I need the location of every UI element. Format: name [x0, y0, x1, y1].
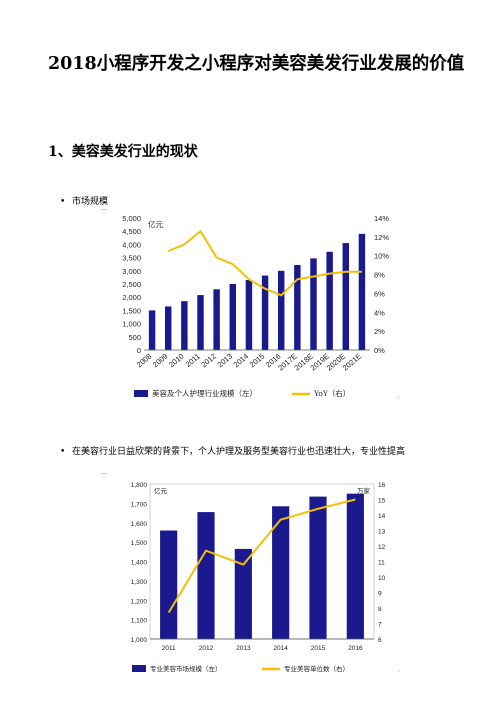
category-tick-label: 2014	[232, 352, 251, 370]
bullet-text: 市场规模	[72, 197, 109, 207]
legend-label: 专业美容单位数（右）	[284, 664, 349, 673]
left-tick-label: 5,000	[122, 214, 141, 223]
edit-mark: —	[101, 470, 107, 477]
left-tick-label: 1,100	[131, 618, 148, 625]
category-tick-label: 2016	[348, 645, 363, 652]
section-heading: 1、美容美发行业的现状	[48, 144, 198, 160]
bar-mark	[309, 496, 327, 639]
legend-bar-swatch	[132, 665, 146, 672]
right-tick-label: 15	[378, 498, 386, 505]
bar-mark	[272, 506, 290, 639]
bar-mark	[197, 512, 215, 639]
category-tick-label: 2015	[311, 645, 326, 652]
category-tick-label: 2012	[199, 352, 218, 370]
category-tick-label: 2010	[167, 352, 186, 370]
right-tick-label: 8	[378, 606, 382, 613]
right-tick-label: 14%	[374, 214, 389, 223]
bar-mark	[164, 306, 172, 350]
category-tick-label: 2011	[184, 352, 202, 369]
edit-mark: —	[101, 206, 107, 213]
bar-mark	[261, 275, 269, 350]
right-tick-label: 13	[378, 529, 386, 536]
right-tick-label: 12%	[374, 233, 389, 242]
bar-mark	[346, 493, 364, 639]
right-tick-label: 11	[378, 560, 385, 567]
left-tick-label: 1,000	[122, 320, 141, 329]
right-tick-label: 10	[378, 575, 386, 582]
category-tick-label: 2013	[236, 645, 251, 652]
plot-frame	[149, 483, 375, 640]
category-tick-label: 2013	[216, 352, 235, 370]
document-title: 2018小程序开发之小程序对美容美发行业发展的价值	[48, 54, 465, 74]
bar-mark	[294, 264, 301, 350]
bullet-text: 在美容行业日益欣荣的背景下，个人护理及服务型美容行业也迅速壮大，专业性提高	[72, 447, 406, 457]
legend-label: YoY（右）	[313, 388, 350, 398]
category-tick-label: 2012	[199, 645, 214, 652]
right-tick-label: 9	[378, 591, 382, 598]
left-tick-label: 500	[128, 333, 141, 342]
right-tick-label: 12	[378, 544, 386, 551]
category-tick-label: 2011	[162, 645, 176, 652]
line-series	[167, 498, 356, 614]
right-tick-label: 10%	[374, 252, 389, 261]
bar-mark	[197, 295, 204, 350]
market-size-chart: 0 500 1,000 1,500 2,000 2,500 3,000 3,500 4,000 4…	[112, 210, 408, 402]
left-tick-label: 3,000	[122, 267, 141, 276]
right-tick-label: 6%	[374, 289, 385, 298]
bar-mark	[277, 270, 285, 350]
line-series	[167, 230, 362, 297]
left-tick-label: 1,400	[131, 560, 148, 567]
edit-mark: '	[398, 670, 400, 677]
left-tick-label: 2,500	[122, 280, 141, 289]
left-tick-label: 1,000	[131, 637, 148, 644]
bar-mark	[358, 233, 366, 350]
right-tick-label: 2%	[374, 327, 385, 336]
bar-mark	[326, 251, 333, 350]
left-tick-label: 1,800	[131, 482, 148, 489]
bar-mark	[234, 548, 252, 639]
category-tick-label: 2009	[151, 352, 170, 370]
bar-mark	[342, 243, 350, 350]
bar-mark	[245, 280, 253, 350]
right-tick-label: 4%	[374, 308, 385, 317]
chart-canvas: 0 500 1,000 1,500 2,000 2,500 3,000 3,500 4,000 4…	[122, 214, 389, 398]
bar-mark	[148, 310, 156, 350]
right-unit-label: 万家	[357, 486, 371, 495]
left-unit-label: 亿元	[148, 219, 163, 229]
left-tick-label: 1,600	[131, 521, 148, 528]
legend-label: 美容及个人护理行业规模（左）	[152, 388, 257, 398]
left-tick-label: 1,300	[131, 579, 148, 586]
left-tick-label: 1,500	[122, 306, 141, 315]
legend-label: 专业美容市场规模（左）	[150, 664, 222, 673]
left-unit-label: 亿元	[154, 486, 168, 495]
chart-canvas: 1,000 1,100 1,200 1,300 1,400 1,500 1,600 1,700…	[131, 482, 386, 673]
bar-mark	[160, 530, 178, 639]
edit-mark: '	[398, 396, 400, 403]
bar-mark	[229, 284, 237, 350]
left-tick-label: 1,500	[131, 540, 148, 547]
left-tick-label: 0	[137, 346, 141, 355]
category-tick-label: 2015	[248, 352, 267, 370]
bar-mark	[310, 258, 317, 350]
left-tick-label: 1,700	[131, 501, 148, 508]
left-tick-label: 2,000	[122, 293, 141, 302]
professional-beauty-chart: 1,000 1,100 1,200 1,300 1,400 1,500 1,600 1,700…	[112, 474, 402, 679]
bar-mark	[181, 301, 188, 350]
right-tick-label: 7	[378, 622, 382, 629]
right-tick-label: 16	[378, 482, 386, 489]
left-tick-label: 4,000	[122, 240, 141, 249]
right-tick-label: 8%	[374, 271, 385, 280]
category-tick-label: 2014	[273, 645, 288, 652]
right-tick-label: 14	[378, 513, 386, 520]
left-tick-label: 1,200	[131, 598, 148, 605]
right-tick-label: 6	[378, 637, 382, 644]
legend-bar-swatch	[134, 390, 148, 397]
category-tick-label: 2021E	[341, 352, 363, 373]
right-tick-label: 0%	[374, 346, 385, 355]
bar-mark	[213, 289, 220, 350]
bullet-dot: •	[60, 197, 66, 207]
left-tick-label: 4,500	[122, 227, 141, 236]
bullet-dot: •	[60, 447, 66, 457]
left-tick-label: 3,500	[122, 254, 141, 263]
